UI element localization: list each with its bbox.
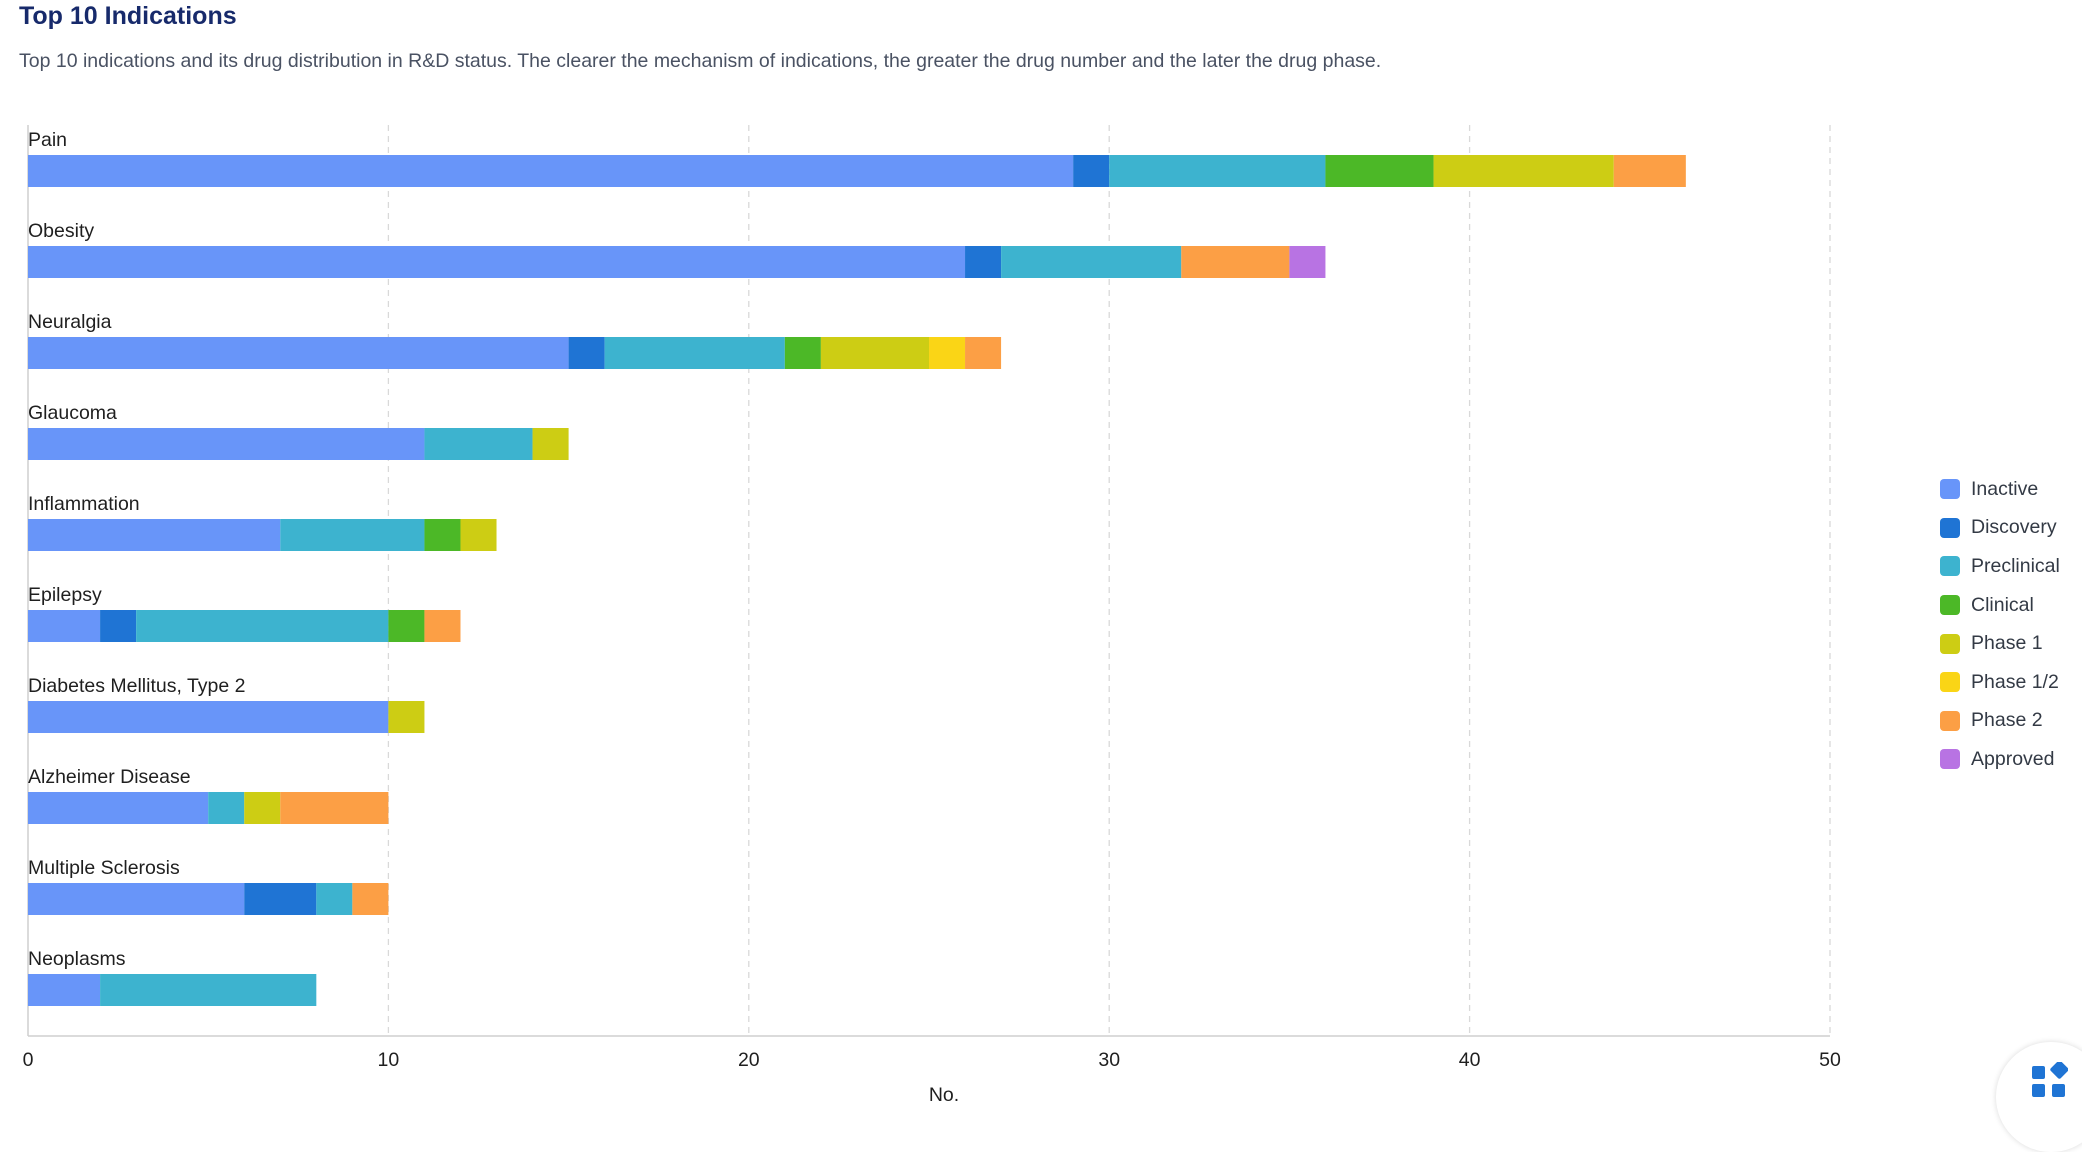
category-label: Alzheimer Disease xyxy=(28,766,191,788)
bar-segment xyxy=(424,519,460,551)
legend-label: Approved xyxy=(1971,748,2054,771)
category-label: Epilepsy xyxy=(28,584,102,606)
bar-segment xyxy=(1614,155,1686,187)
bar-segment xyxy=(929,337,965,369)
bar-segment xyxy=(388,610,424,642)
bar-segment xyxy=(28,883,244,915)
bar-segment xyxy=(28,337,569,369)
legend-swatch xyxy=(1940,711,1960,731)
bar-segment xyxy=(136,610,388,642)
category-label: Inflammation xyxy=(28,493,140,515)
bar-segment xyxy=(1434,155,1614,187)
bar-segment xyxy=(316,883,352,915)
bar-segment xyxy=(1109,155,1325,187)
x-tick-label: 20 xyxy=(738,1049,760,1071)
category-label: Multiple Sclerosis xyxy=(28,857,180,879)
bar-segment xyxy=(280,792,388,824)
bar-segment xyxy=(208,792,244,824)
x-tick-label: 30 xyxy=(1098,1049,1120,1071)
legend-item[interactable]: Phase 2 xyxy=(1940,702,2060,741)
bar-segment xyxy=(100,974,316,1006)
bar-segment xyxy=(244,883,316,915)
bar-segment xyxy=(388,701,424,733)
legend-item[interactable]: Discovery xyxy=(1940,509,2060,548)
legend-label: Phase 1 xyxy=(1971,632,2043,655)
legend-swatch xyxy=(1940,479,1960,499)
bar-segment xyxy=(424,610,460,642)
legend-label: Inactive xyxy=(1971,478,2038,501)
bar-segment xyxy=(1325,155,1433,187)
bar-segment xyxy=(244,792,280,824)
legend-item[interactable]: Approved xyxy=(1940,740,2060,779)
bar-segment xyxy=(28,701,388,733)
legend-item[interactable]: Phase 1/2 xyxy=(1940,663,2060,702)
bar-segment xyxy=(533,428,569,460)
bar-segment xyxy=(28,610,100,642)
legend-swatch xyxy=(1940,556,1960,576)
legend-swatch xyxy=(1940,518,1960,538)
legend-swatch xyxy=(1940,749,1960,769)
bar-segment xyxy=(605,337,785,369)
legend-item[interactable]: Clinical xyxy=(1940,586,2060,625)
legend-label: Discovery xyxy=(1971,516,2057,539)
category-label: Neoplasms xyxy=(28,948,126,970)
bar-segment xyxy=(100,610,136,642)
bar-segment xyxy=(28,974,100,1006)
bar-segment xyxy=(1001,246,1181,278)
bar-segment xyxy=(352,883,388,915)
chart-legend: Inactive Discovery Preclinical Clinical Phas… xyxy=(1940,470,2060,779)
x-tick-label: 40 xyxy=(1459,1049,1481,1071)
bar-segment xyxy=(28,246,965,278)
legend-label: Clinical xyxy=(1971,594,2034,617)
legend-swatch xyxy=(1940,672,1960,692)
legend-label: Phase 2 xyxy=(1971,709,2043,732)
bar-segment xyxy=(28,792,208,824)
bar-segment xyxy=(1289,246,1325,278)
category-label: Neuralgia xyxy=(28,311,112,333)
legend-label: Phase 1/2 xyxy=(1971,671,2059,694)
legend-swatch xyxy=(1940,634,1960,654)
bar-segment xyxy=(965,337,1001,369)
bar-segment xyxy=(821,337,929,369)
stacked-bar-chart: 0 10 20 30 40 50 No. Pain Obesity Neuralgia Glauco… xyxy=(0,0,2082,1104)
bar-segment xyxy=(28,519,280,551)
legend-label: Preclinical xyxy=(1971,555,2060,578)
bar-segment xyxy=(28,155,1073,187)
bar-segment xyxy=(280,519,424,551)
bar-segment xyxy=(1073,155,1109,187)
x-tick-label: 0 xyxy=(23,1049,34,1071)
bar-segment xyxy=(1181,246,1289,278)
category-label: Obesity xyxy=(28,220,94,242)
x-tick-label: 10 xyxy=(378,1049,400,1071)
bar-segment xyxy=(785,337,821,369)
bar-segment xyxy=(28,428,424,460)
legend-item[interactable]: Phase 1 xyxy=(1940,624,2060,663)
apps-icon xyxy=(2032,1062,2068,1098)
legend-item[interactable]: Inactive xyxy=(1940,470,2060,509)
x-axis-label: No. xyxy=(929,1084,959,1104)
category-label: Glaucoma xyxy=(28,402,117,424)
x-tick-label: 50 xyxy=(1819,1049,1841,1071)
legend-swatch xyxy=(1940,595,1960,615)
category-label: Pain xyxy=(28,129,67,151)
category-label: Diabetes Mellitus, Type 2 xyxy=(28,675,246,697)
bar-segment xyxy=(965,246,1001,278)
bar-segment xyxy=(424,428,532,460)
legend-item[interactable]: Preclinical xyxy=(1940,547,2060,586)
bar-segment xyxy=(460,519,496,551)
bar-segment xyxy=(569,337,605,369)
